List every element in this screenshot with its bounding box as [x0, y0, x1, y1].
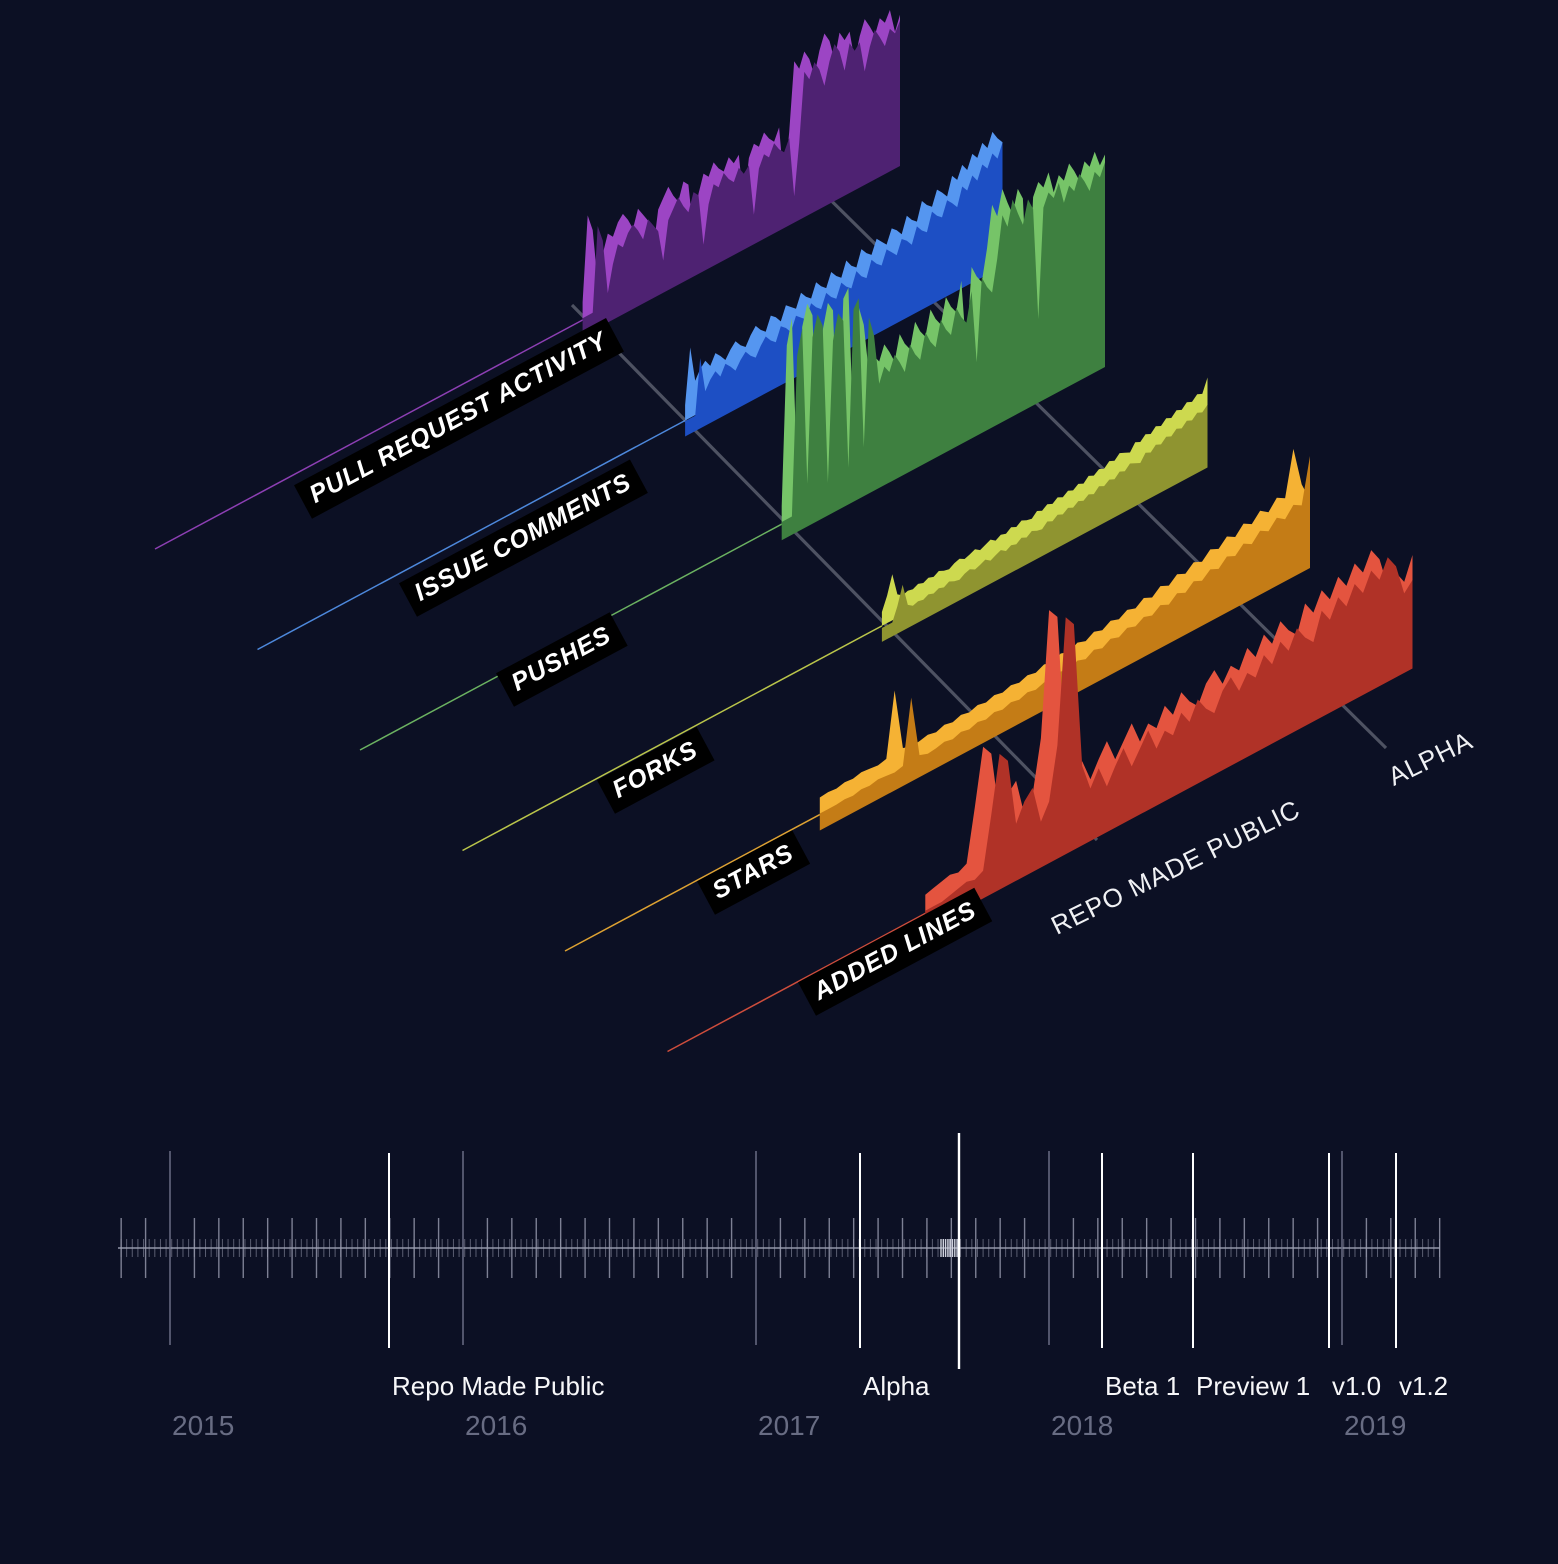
- series-area-dark-5: [925, 557, 1413, 930]
- series-area-dark-1: [685, 142, 1003, 437]
- timeline-year-label-2018: 2018: [1051, 1410, 1114, 1441]
- timeline-year-label-2019: 2019: [1344, 1410, 1407, 1441]
- timeline-year-label-2017: 2017: [758, 1410, 821, 1441]
- series-baseline-0: [154, 319, 583, 550]
- series-area-dark-2: [781, 162, 1105, 541]
- series-area-dark-3: [881, 404, 1208, 642]
- milestone-guide-line: [570, 303, 1099, 842]
- series-area-dark-0: [582, 20, 900, 336]
- series-area-light-4: [819, 448, 1310, 815]
- series-baseline-3: [462, 625, 883, 852]
- timeline-milestone-label-preview-1: Preview 1: [1196, 1371, 1311, 1401]
- series-area-dark-4: [819, 456, 1310, 831]
- timeline-year-label-2016: 2016: [465, 1410, 528, 1441]
- timeline-milestone-label-v1-0: v1.0: [1332, 1371, 1382, 1401]
- series-baseline-1: [257, 419, 686, 651]
- timeline-milestone-label-v1-2: v1.2: [1399, 1371, 1449, 1401]
- timeline-milestone-label-repo-made-public: Repo Made Public: [392, 1371, 605, 1401]
- timeline-milestone-label-beta-1: Beta 1: [1105, 1371, 1181, 1401]
- timeline-milestone-label-alpha: Alpha: [863, 1371, 930, 1401]
- timeline-year-label-2015: 2015: [172, 1410, 235, 1441]
- series-area-light-3: [881, 377, 1208, 626]
